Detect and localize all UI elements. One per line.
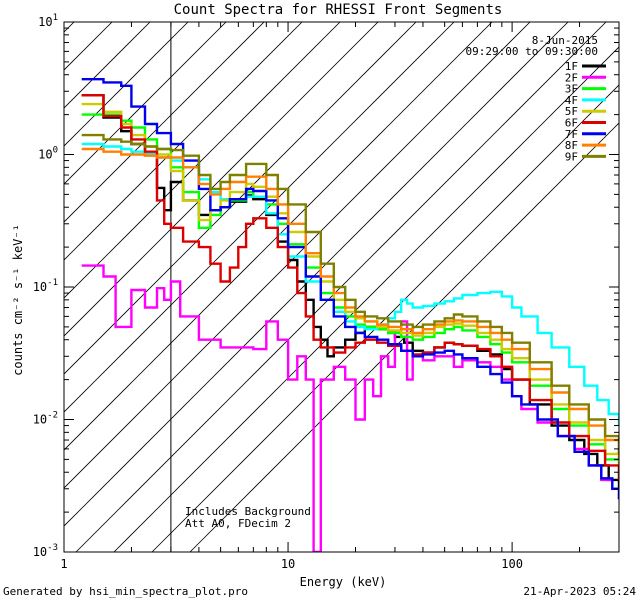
hatch-line [64,22,569,527]
hatch-line [64,22,493,451]
legend-label-2F: 2F [565,71,578,84]
legend: 8-Jun-2015 09:29:00 to 09:30:00 1F2F3F4F… [466,34,606,163]
hatch-line [64,22,455,413]
series-group [81,78,619,552]
series-3F [81,113,619,480]
legend-label-9F: 9F [565,150,578,163]
x-tick-label: 100 [501,557,523,571]
y-tick-label: 100 [38,146,58,162]
footer-timestamp: 21-Apr-2023 05:24 [523,585,636,598]
chart-title: Count Spectra for RHESSI Front Segments [174,2,503,18]
y-axis-label: counts cm⁻² s⁻¹ keV⁻¹ [11,224,25,376]
x-tick-label: 1 [60,557,67,571]
footer-generated-by: Generated by hsi_min_spectra_plot.pro [3,585,248,598]
y-tick-label: 10-1 [33,278,58,294]
series-4F [81,142,619,426]
legend-label-5F: 5F [565,105,578,118]
hatch-line [64,22,303,261]
hatch-line [64,22,341,299]
legend-label-8F: 8F [565,139,578,152]
hatch-line [64,22,227,185]
hatch-line [64,22,531,489]
legend-label-6F: 6F [565,117,578,130]
series-7F [81,78,619,500]
series-9F [81,133,619,454]
hatch-line [64,22,265,223]
hatch-line [75,22,607,552]
legend-date: 8-Jun-2015 [532,34,598,47]
annotation-attenuator: Att A0, FDecim 2 [185,517,291,530]
x-tick-label: 10 [281,557,295,571]
annotation-background: Includes Background [185,505,311,518]
x-axis-label: Energy (keV) [300,575,387,589]
legend-label-3F: 3F [565,83,578,96]
legend-label-1F: 1F [565,60,578,73]
legend-label-7F: 7F [565,128,578,141]
hatch-line [113,46,619,552]
axes: 1 10 100 101 100 10-1 10-2 10-3 [33,13,620,571]
y-tick-label: 10-3 [33,543,58,559]
annotations: Includes Background Att A0, FDecim 2 [185,505,311,530]
hatch-line [64,22,379,337]
series-6F [81,94,619,480]
hatch-line [189,122,619,552]
y-tick-label: 101 [38,13,58,29]
y-tick-label: 10-2 [33,411,58,427]
hatch-line [64,22,417,375]
legend-time-range: 09:29:00 to 09:30:00 [466,45,598,58]
legend-label-4F: 4F [565,94,578,107]
hatch-line [64,22,151,109]
